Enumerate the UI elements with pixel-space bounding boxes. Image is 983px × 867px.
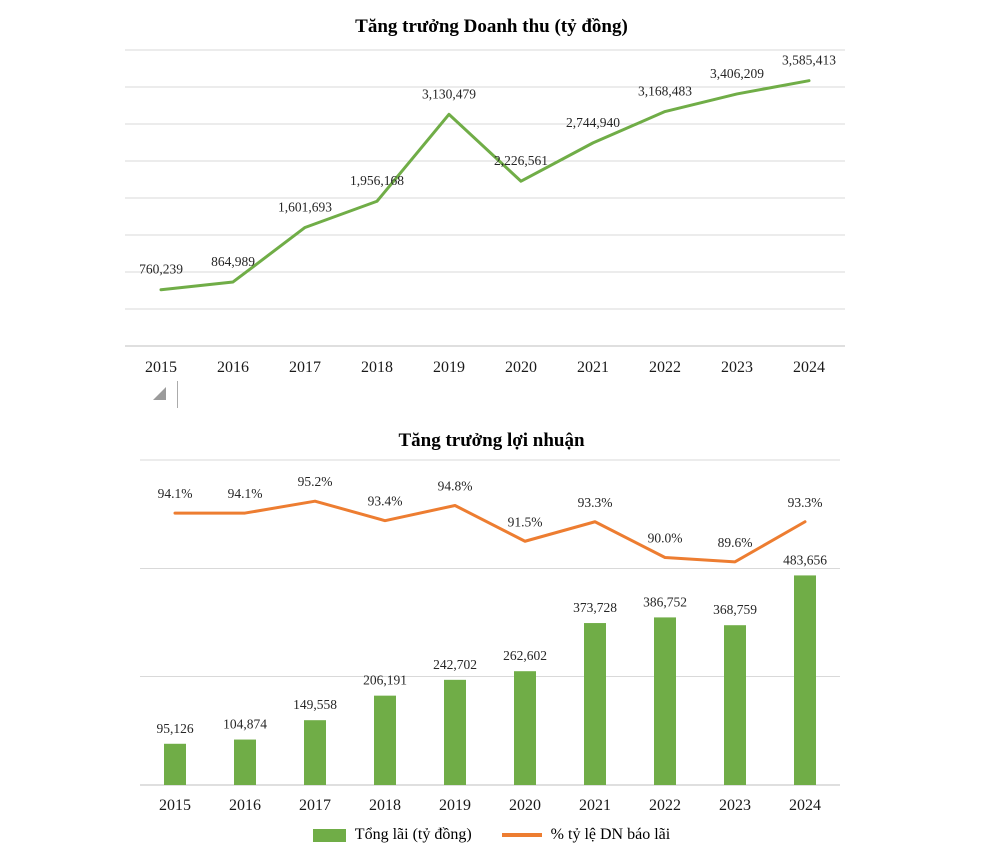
line-data-label: 760,239 — [139, 262, 183, 277]
line-data-label: 94.1% — [158, 486, 193, 501]
category-label: 2022 — [649, 797, 681, 814]
category-label: 2023 — [719, 797, 751, 814]
line-data-label: 91.5% — [508, 514, 543, 529]
category-label: 2024 — [793, 359, 825, 376]
line-data-label: 1,956,168 — [350, 173, 404, 188]
line-data-label: 2,744,940 — [566, 115, 620, 130]
legend-line-swatch — [501, 833, 542, 837]
profit-bar-2018 — [374, 695, 396, 785]
bar-data-label: 262,602 — [503, 648, 547, 663]
bar-data-label: 206,191 — [363, 673, 407, 688]
category-label: 2018 — [369, 797, 401, 814]
profit-bar-2023 — [724, 625, 746, 785]
category-label: 2021 — [579, 797, 611, 814]
profit-bar-2019 — [444, 679, 466, 785]
line-data-label: 2,226,561 — [494, 153, 548, 168]
profit-bar-2017 — [304, 720, 326, 785]
revenue-line-chart[interactable]: 760,239 864,989 1,601,693 1,956,168 3,130,47… — [0, 40, 983, 390]
line-data-label: 3,406,209 — [710, 66, 764, 81]
category-label: 2015 — [145, 359, 177, 376]
line-data-label: 90.0% — [648, 531, 683, 546]
category-label: 2019 — [439, 797, 471, 814]
bar-data-label: 368,759 — [713, 602, 757, 617]
category-label: 2015 — [159, 797, 191, 814]
bar-data-label: 386,752 — [643, 594, 687, 609]
bar-data-label: 149,558 — [293, 697, 337, 712]
profit-bar-2020 — [514, 671, 536, 785]
line-data-label: 3,130,479 — [422, 86, 476, 101]
profit-chart-legend: Tổng lãi (tỷ đồng) % tỷ lệ DN báo lãi — [0, 826, 983, 844]
line-data-label: 864,989 — [211, 254, 255, 269]
category-label: 2023 — [721, 359, 753, 376]
legend-bar-label: Tổng lãi (tỷ đồng) — [354, 826, 472, 843]
category-label: 2021 — [577, 359, 609, 376]
legend-bar-swatch — [312, 828, 346, 842]
line-data-label: 94.1% — [228, 486, 263, 501]
profit-bar-2022 — [654, 617, 676, 785]
profit-combo-chart[interactable]: 95,126 104,874 149,558 206,191 242,702 262,60… — [0, 455, 983, 821]
profit-bar-2021 — [584, 623, 606, 785]
category-label: 2024 — [789, 797, 821, 814]
profit-chart-title: Tăng trưởng lợi nhuận — [398, 430, 585, 451]
line-data-label: 93.4% — [368, 494, 403, 509]
legend-item-profit-rate[interactable]: % tỷ lệ DN báo lãi — [501, 826, 671, 844]
profit-bar-2024 — [794, 575, 816, 785]
profit-bar-2015 — [164, 743, 186, 785]
revenue-trend-line — [159, 79, 811, 292]
line-data-label: 3,585,413 — [782, 53, 836, 68]
line-data-label: 93.3% — [578, 495, 613, 510]
bar-data-label: 95,126 — [156, 721, 193, 736]
bar-data-label: 483,656 — [783, 552, 827, 567]
sheet-corner-triangle-icon — [153, 387, 166, 400]
line-data-label: 1,601,693 — [278, 199, 332, 214]
profit-rate-line — [173, 499, 807, 564]
category-label: 2017 — [289, 359, 321, 376]
line-data-label: 95.2% — [298, 474, 333, 489]
bar-data-label: 373,728 — [573, 600, 617, 615]
category-label: 2019 — [433, 359, 465, 376]
category-label: 2016 — [217, 359, 249, 376]
category-label: 2016 — [229, 797, 261, 814]
legend-item-total-profit[interactable]: Tổng lãi (tỷ đồng) — [312, 826, 472, 844]
line-data-label: 3,168,483 — [638, 84, 692, 99]
profit-bar-2016 — [234, 739, 256, 785]
bar-data-label: 104,874 — [223, 717, 267, 732]
category-label: 2017 — [299, 797, 331, 814]
category-label: 2020 — [509, 797, 541, 814]
legend-line-label: % tỷ lệ DN báo lãi — [550, 826, 671, 843]
category-label: 2020 — [505, 359, 537, 376]
bar-data-label: 242,702 — [433, 657, 477, 672]
category-label: 2022 — [649, 359, 681, 376]
line-data-label: 94.8% — [438, 479, 473, 494]
line-data-label: 89.6% — [718, 535, 753, 550]
category-label: 2018 — [361, 359, 393, 376]
line-data-label: 93.3% — [788, 495, 823, 510]
cell-gridline-artifact — [177, 381, 178, 408]
revenue-chart-title: Tăng trưởng Doanh thu (tỷ đồng) — [355, 16, 628, 37]
